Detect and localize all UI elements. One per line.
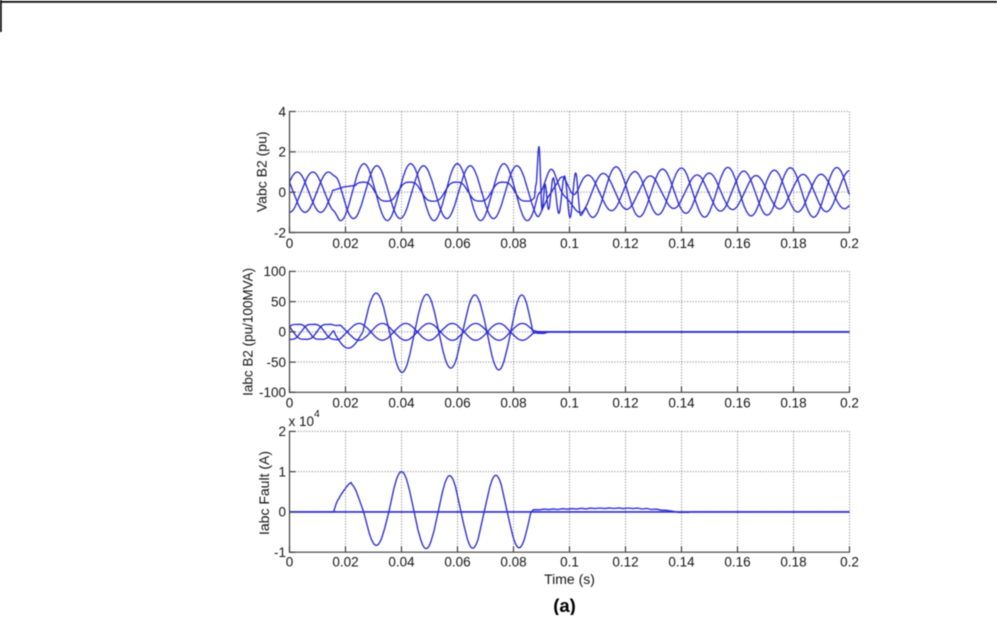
svg-text:-100: -100: [259, 385, 286, 400]
svg-text:0.04: 0.04: [388, 236, 415, 251]
svg-text:0.04: 0.04: [388, 396, 415, 411]
svg-text:0.02: 0.02: [332, 396, 358, 411]
svg-text:0.14: 0.14: [668, 554, 695, 569]
svg-text:0.02: 0.02: [332, 236, 358, 251]
svg-text:Time (s): Time (s): [544, 571, 595, 587]
svg-text:-1: -1: [274, 545, 286, 560]
svg-text:0.06: 0.06: [444, 236, 470, 251]
svg-text:(a): (a): [553, 595, 576, 615]
svg-text:0.2: 0.2: [840, 396, 859, 411]
svg-text:0.08: 0.08: [500, 554, 526, 569]
svg-text:0.12: 0.12: [612, 396, 638, 411]
svg-text:0.16: 0.16: [724, 396, 750, 411]
svg-text:Vabc B2 (pu): Vabc B2 (pu): [254, 131, 270, 212]
svg-text:2: 2: [278, 145, 286, 160]
svg-text:0.02: 0.02: [332, 554, 358, 569]
svg-text:4: 4: [314, 408, 320, 420]
svg-text:2: 2: [278, 424, 286, 439]
svg-text:0.08: 0.08: [500, 396, 526, 411]
svg-text:0.16: 0.16: [724, 236, 750, 251]
svg-text:0.04: 0.04: [388, 554, 415, 569]
svg-text:0: 0: [278, 505, 286, 520]
svg-text:x 10: x 10: [289, 414, 315, 429]
svg-text:Iabc Fault (A): Iabc Fault (A): [256, 451, 272, 535]
svg-text:0.12: 0.12: [612, 236, 638, 251]
svg-text:0.18: 0.18: [780, 554, 806, 569]
svg-text:0: 0: [286, 396, 294, 411]
svg-text:0.12: 0.12: [612, 554, 638, 569]
svg-text:0.2: 0.2: [840, 554, 859, 569]
svg-text:0: 0: [278, 325, 286, 340]
svg-text:0.16: 0.16: [724, 554, 750, 569]
svg-text:0.18: 0.18: [780, 236, 806, 251]
svg-text:1: 1: [278, 464, 286, 479]
svg-text:100: 100: [263, 264, 286, 279]
svg-text:0.14: 0.14: [668, 236, 695, 251]
svg-text:0: 0: [278, 185, 286, 200]
svg-text:0.14: 0.14: [668, 396, 695, 411]
svg-text:-2: -2: [274, 225, 286, 240]
svg-text:0.2: 0.2: [840, 236, 859, 251]
svg-text:0: 0: [286, 236, 294, 251]
svg-text:0.06: 0.06: [444, 554, 470, 569]
svg-text:4: 4: [278, 104, 286, 119]
svg-text:0: 0: [286, 554, 294, 569]
svg-text:0.1: 0.1: [560, 396, 579, 411]
svg-text:Iabc B2 (pu/100MVA): Iabc B2 (pu/100MVA): [241, 268, 256, 396]
svg-text:0.08: 0.08: [500, 236, 526, 251]
svg-text:0.1: 0.1: [560, 236, 579, 251]
svg-text:-50: -50: [266, 355, 286, 370]
svg-text:50: 50: [271, 294, 286, 309]
svg-text:0.18: 0.18: [780, 396, 806, 411]
svg-text:0.1: 0.1: [560, 554, 579, 569]
svg-text:0.06: 0.06: [444, 396, 470, 411]
